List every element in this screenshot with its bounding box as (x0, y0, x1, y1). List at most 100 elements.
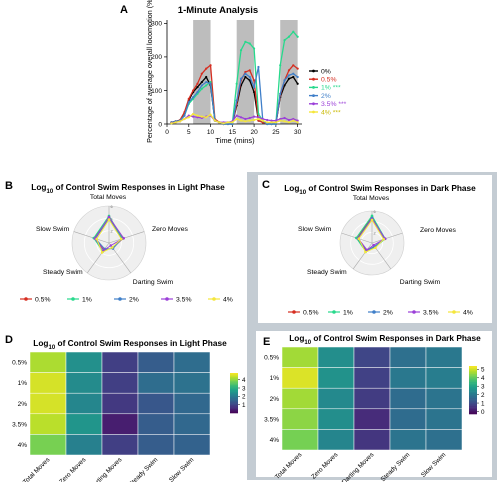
y-tick-label: 200 (151, 54, 162, 61)
radar-spoke (108, 231, 145, 244)
radar-point-4 (374, 246, 377, 250)
colorbar-segment (230, 398, 238, 400)
heatmap-cell (353, 367, 391, 389)
series-point-2 (244, 40, 247, 43)
panel-b-legend: 0.5% 1% 2% 3.5% 4% (20, 296, 233, 303)
x-tick-label: 30 (294, 129, 302, 136)
heatmap-cell (281, 367, 319, 389)
series-point-1 (292, 64, 295, 67)
colorbar-segment (230, 403, 238, 406)
series-point-4 (196, 116, 199, 119)
heatmap-col-label: Steady Swim (380, 451, 412, 482)
series-point-3 (270, 122, 273, 126)
heatmap-row-label: 1% (18, 380, 28, 387)
radar-legend-label: 2% (129, 296, 139, 303)
colorbar-segment (230, 381, 238, 383)
series-point-2 (283, 39, 286, 42)
series-point-5 (257, 117, 260, 121)
legend-marker (312, 102, 315, 106)
series-point-3 (205, 80, 208, 84)
colorbar-segment (469, 401, 477, 404)
radar-legend-label: 2% (383, 309, 393, 316)
radar-point-4 (357, 237, 361, 241)
series-point-5 (270, 121, 273, 124)
radar-legend-marker (412, 310, 416, 314)
radar-point-3 (365, 248, 369, 252)
legend-marker (312, 86, 315, 89)
colorbar-segment (230, 405, 238, 407)
colorbar-tick-label: 3 (481, 384, 485, 391)
radar-legend-marker (372, 310, 376, 314)
radar-series-4 (358, 219, 385, 253)
heatmap-cell (317, 408, 355, 430)
heatmap-row-label: 4% (270, 437, 280, 444)
radar-point-4 (107, 218, 111, 221)
series-point-5 (266, 121, 269, 124)
series-point-2 (279, 64, 282, 67)
heatmap-cell (137, 434, 175, 456)
dark-period-3 (280, 20, 298, 124)
radar-legend-marker (452, 310, 456, 314)
heatmap-col-label: Slow Swim (420, 451, 447, 478)
colorbar-segment (469, 409, 477, 412)
heatmap-cell (317, 429, 355, 451)
colorbar-segment (469, 399, 477, 402)
colorbar-segment (469, 391, 477, 394)
heatmap-cell (101, 392, 139, 415)
heatmap-col-label: Darting Moves (89, 456, 124, 482)
colorbar-segment (469, 394, 477, 397)
series-point-3 (248, 75, 251, 79)
series-point-2 (248, 42, 251, 45)
heatmap-cell (281, 387, 319, 410)
heatmap-row-label: 3.5% (12, 421, 27, 428)
colorbar-segment (230, 375, 238, 378)
colorbar-segment (469, 374, 477, 376)
series-point-2 (239, 49, 243, 52)
panel-c-letter: C (262, 179, 270, 191)
series-point-5 (183, 117, 186, 121)
heatmap-cell (65, 351, 103, 373)
colorbar-segment (469, 410, 477, 413)
x-tick-label: 5 (187, 129, 191, 136)
heatmap-cell (353, 346, 391, 368)
series-point-2 (292, 30, 295, 33)
series-point-4 (257, 116, 260, 119)
series-point-3 (252, 85, 256, 89)
colorbar-segment (469, 366, 477, 368)
radar-axis-label: Steady Swim (307, 269, 347, 276)
colorbar-segment (469, 385, 477, 388)
panel-a-title: 1-Minute Analysis (178, 5, 258, 16)
colorbar-segment (230, 385, 238, 387)
radar-spoke (352, 242, 373, 270)
series-point-0 (200, 80, 203, 84)
colorbar-segment (230, 410, 238, 412)
colorbar-tick-label: 3 (242, 385, 246, 392)
heatmap-cell (101, 372, 139, 394)
series-point-3 (257, 65, 260, 69)
heatmap-cell (389, 387, 427, 410)
colorbar-segment (469, 370, 477, 373)
heatmap-col-label: Zero Moves (310, 451, 340, 481)
series-point-1 (200, 72, 203, 75)
colorbar-segment (230, 406, 238, 408)
heatmap-cell (425, 367, 463, 389)
series-point-3 (239, 77, 243, 80)
series-point-5 (192, 112, 195, 116)
heatmap-cell (389, 408, 427, 430)
colorbar-segment (469, 396, 477, 399)
colorbar-segment (230, 391, 238, 394)
series-point-2 (200, 87, 203, 90)
y-tick-label: 0 (158, 121, 162, 128)
series-point-0 (283, 84, 286, 87)
heatmap-cell (101, 434, 139, 456)
series-point-5 (213, 119, 217, 122)
series-point-4 (244, 117, 247, 121)
radar-legend-marker (212, 297, 216, 301)
radar-axis-label: Slow Swim (36, 226, 70, 233)
series-point-4 (287, 118, 291, 122)
heatmap-col-label: Zero Moves (58, 456, 88, 482)
radar-legend-marker (292, 310, 296, 314)
heatmap-col-label: Total Moves (274, 451, 304, 481)
series-point-3 (266, 122, 269, 126)
series-point-5 (274, 121, 277, 124)
